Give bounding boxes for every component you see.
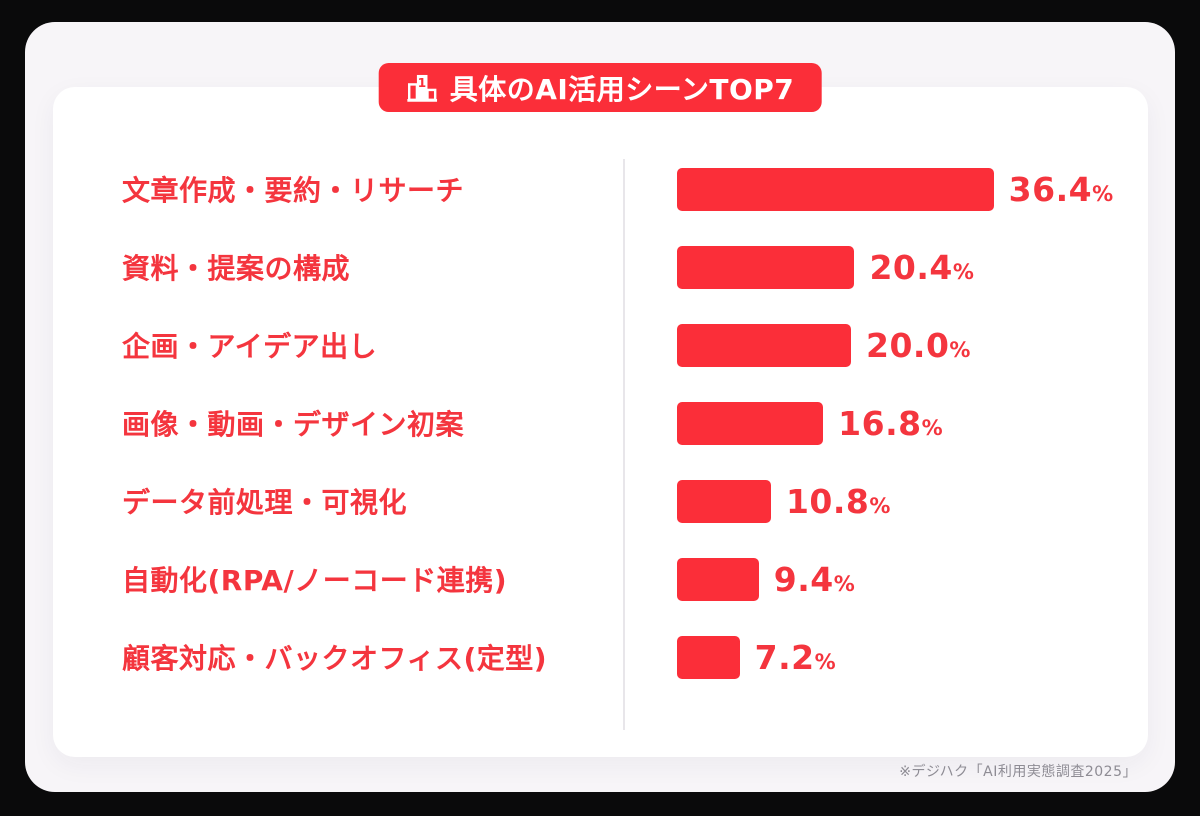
chart-row: 顧客対応・バックオフィス(定型) 7.2% <box>53 618 1148 696</box>
chart-row: 企画・アイデア出し 20.0% <box>53 306 1148 384</box>
value-number: 9.4 <box>773 559 834 599</box>
percent-sign: % <box>814 649 837 674</box>
category-label: 文章作成・要約・リサーチ <box>122 174 465 207</box>
category-label: 資料・提案の構成 <box>122 252 351 285</box>
bar-area: 20.0% <box>623 323 971 367</box>
value-bar <box>677 167 994 211</box>
category-label: 自動化(RPA/ノーコード連携) <box>122 564 508 597</box>
value-label: 10.8% <box>786 482 891 521</box>
value-number: 10.8 <box>785 481 870 521</box>
chart-row: 自動化(RPA/ノーコード連携) 9.4% <box>53 540 1148 618</box>
percent-sign: % <box>921 415 944 440</box>
source-note: ※デジハク「AI利用実態調査2025」 <box>899 764 1137 780</box>
value-bar <box>677 557 759 601</box>
podium-ranking-icon: 1 <box>406 73 439 102</box>
chart-row: 文章作成・要約・リサーチ 36.4% <box>53 150 1148 228</box>
column-divider <box>623 159 625 730</box>
bar-area: 7.2% <box>623 635 837 679</box>
value-label: 20.4% <box>869 248 974 287</box>
title-badge: 1 具体のAI活用シーンTOP7 <box>378 63 822 112</box>
category-label: データ前処理・可視化 <box>122 486 408 519</box>
value-number: 16.8 <box>838 403 922 443</box>
value-bar <box>677 635 740 679</box>
infographic-panel: 1 具体のAI活用シーンTOP7 文章作成・要約・リサーチ 36.4% 資料・提… <box>25 22 1175 792</box>
value-bar <box>677 323 851 367</box>
chart-row: 資料・提案の構成 20.4% <box>53 228 1148 306</box>
category-label: 企画・アイデア出し <box>122 330 378 363</box>
value-label: 9.4% <box>774 560 856 599</box>
bar-area: 20.4% <box>623 245 974 289</box>
value-bar <box>677 401 824 445</box>
value-label: 7.2% <box>755 638 837 677</box>
percent-sign: % <box>952 259 975 284</box>
category-label: 顧客対応・バックオフィス(定型) <box>122 642 548 675</box>
bar-area: 9.4% <box>623 557 856 601</box>
value-bar <box>677 479 771 523</box>
bar-area: 16.8% <box>623 401 943 445</box>
value-label: 20.0% <box>866 326 971 365</box>
bar-area: 36.4% <box>623 167 1114 211</box>
percent-sign: % <box>833 571 856 596</box>
category-label: 画像・動画・デザイン初案 <box>122 408 465 441</box>
chart-card: 文章作成・要約・リサーチ 36.4% 資料・提案の構成 20.4% 企画・アイデ… <box>53 87 1148 757</box>
bar-area: 10.8% <box>623 479 891 523</box>
chart-row: 画像・動画・デザイン初案 16.8% <box>53 384 1148 462</box>
value-number: 36.4 <box>1008 169 1093 209</box>
percent-sign: % <box>869 493 891 518</box>
percent-sign: % <box>949 337 971 362</box>
value-number: 7.2 <box>754 637 815 677</box>
chart-row: データ前処理・可視化 10.8% <box>53 462 1148 540</box>
percent-sign: % <box>1092 181 1114 206</box>
value-label: 16.8% <box>838 404 943 443</box>
title-badge-label: 具体のAI活用シーンTOP7 <box>449 72 795 106</box>
value-number: 20.4 <box>869 247 953 287</box>
svg-text:1: 1 <box>418 76 427 90</box>
value-label: 36.4% <box>1009 170 1114 209</box>
value-number: 20.0 <box>866 325 950 365</box>
value-bar <box>677 245 855 289</box>
chart-rows: 文章作成・要約・リサーチ 36.4% 資料・提案の構成 20.4% 企画・アイデ… <box>53 150 1148 696</box>
